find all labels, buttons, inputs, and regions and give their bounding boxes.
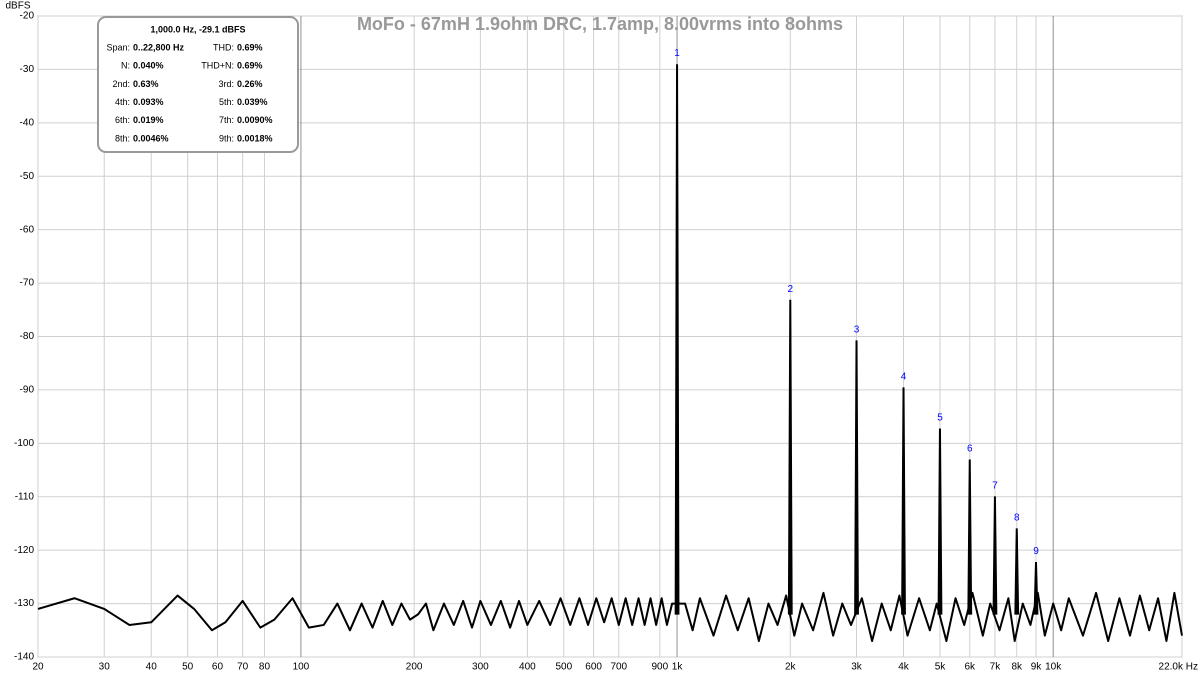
noise-trace <box>37 591 1183 642</box>
info-value: 0.040% <box>133 61 164 71</box>
info-label: 7th: <box>219 115 234 125</box>
x-tick-label: 50 <box>182 662 194 673</box>
info-label: THD: <box>213 42 234 52</box>
harmonic-peak <box>674 64 680 615</box>
peak-label: 8 <box>1014 512 1020 523</box>
x-tick-label: 200 <box>406 662 423 673</box>
info-label: N: <box>121 61 130 71</box>
x-tick-label: 80 <box>259 662 271 673</box>
info-label: 6th: <box>115 115 130 125</box>
harmonic-peak <box>901 387 906 615</box>
y-tick-label: -60 <box>20 224 35 235</box>
peak-label: 3 <box>854 324 860 335</box>
x-tick-label: 70 <box>237 662 249 673</box>
info-label: 2nd: <box>112 79 130 89</box>
x-tick-label: 30 <box>99 662 111 673</box>
harmonic-peak <box>937 428 943 615</box>
peak-label: 9 <box>1033 546 1039 557</box>
peak-label: 1 <box>674 48 680 59</box>
info-value: 0.63% <box>133 79 159 89</box>
x-tick-label: 60 <box>212 662 224 673</box>
harmonic-peak <box>1033 562 1039 615</box>
x-tick-label: 6k <box>964 662 976 673</box>
x-tick-label: 3k <box>851 662 863 673</box>
y-tick-label: -110 <box>15 491 35 502</box>
harmonic-peak <box>967 459 973 615</box>
x-tick-label: 40 <box>146 662 158 673</box>
x-tick-label: 900 <box>652 662 669 673</box>
peak-label: 6 <box>967 444 973 455</box>
info-title: 1,000.0 Hz, -29.1 dBFS <box>150 24 245 34</box>
y-tick-label: -40 <box>20 117 35 128</box>
x-tick-label: 1k <box>672 662 684 673</box>
peak-label: 2 <box>788 284 794 295</box>
x-tick-label: 4k <box>898 662 910 673</box>
info-value: 0.039% <box>237 97 268 107</box>
info-value: 0.69% <box>237 42 263 52</box>
x-tick-label: 10k <box>1045 662 1062 673</box>
peak-label: 4 <box>901 371 907 382</box>
x-tick-label: 300 <box>472 662 489 673</box>
x-tick-label: 500 <box>555 662 572 673</box>
info-label: 9th: <box>219 133 234 143</box>
harmonic-peak <box>787 299 793 615</box>
x-tick-label: 600 <box>585 662 602 673</box>
info-value: 0.0018% <box>237 133 273 143</box>
info-label: Span: <box>106 42 130 52</box>
harmonic-peak <box>1014 528 1020 615</box>
info-label: 3rd: <box>218 79 234 89</box>
x-tick-label: 2k <box>785 662 797 673</box>
info-label: 4th: <box>115 97 130 107</box>
y-tick-label: -120 <box>14 545 34 556</box>
info-value: 0.0090% <box>237 115 273 125</box>
y-tick-label: -30 <box>20 64 35 75</box>
y-tick-label: -130 <box>14 598 34 609</box>
info-label: 5th: <box>219 97 234 107</box>
y-axis-label: dBFS <box>5 1 30 12</box>
x-tick-label: 400 <box>519 662 536 673</box>
peak-label: 7 <box>992 480 998 491</box>
x-tick-label: 9k <box>1031 662 1043 673</box>
x-tick-label: 7k <box>990 662 1002 673</box>
y-tick-label: -140 <box>14 652 34 663</box>
y-tick-label: -80 <box>20 331 35 342</box>
info-label: 8th: <box>115 133 130 143</box>
x-tick-label: 8k <box>1011 662 1023 673</box>
info-value: 0..22,800 Hz <box>133 42 185 52</box>
x-tick-label: 5k <box>935 662 947 673</box>
harmonic-peak <box>854 340 859 615</box>
info-box <box>97 16 299 153</box>
info-value: 0.0046% <box>133 133 169 143</box>
info-label: THD+N: <box>201 61 234 71</box>
x-tick-label: 100 <box>293 662 310 673</box>
x-tick-label: 700 <box>610 662 627 673</box>
info-value: 0.26% <box>237 79 263 89</box>
chart-title: MoFo - 67mH 1.9ohm DRC, 1.7amp, 8.00vrms… <box>357 14 843 34</box>
y-tick-label: -20 <box>20 11 35 22</box>
info-value: 0.019% <box>133 115 164 125</box>
y-tick-label: -90 <box>20 385 35 396</box>
peak-label: 5 <box>937 413 943 424</box>
harmonic-peak <box>992 496 998 615</box>
x-tick-label: 20 <box>32 662 44 673</box>
y-tick-label: -50 <box>20 171 35 182</box>
y-tick-label: -100 <box>14 438 34 449</box>
info-value: 0.093% <box>133 97 164 107</box>
x-tick-label: 22.0k Hz <box>1159 662 1198 673</box>
info-value: 0.69% <box>237 61 263 71</box>
y-tick-label: -70 <box>20 278 35 289</box>
